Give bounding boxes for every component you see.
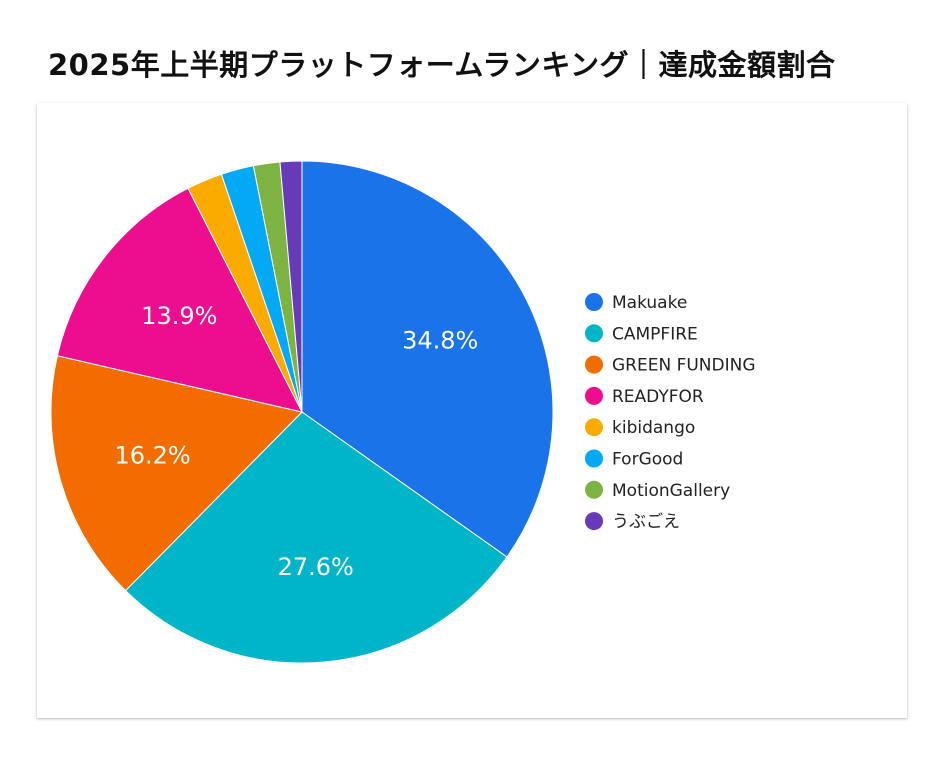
legend-marker-4 <box>585 418 603 437</box>
chart-card: 34.8% 27.6% 16.2% 13.9% Makuake CAMPFIRE GREE… <box>37 103 907 718</box>
pie-slice-labels: 34.8% 27.6% 16.2% 13.9% <box>114 302 478 581</box>
legend-label-2[interactable]: GREEN FUNDING <box>612 356 756 376</box>
pie-slice-1[interactable] <box>124 411 508 664</box>
legend-label-6[interactable]: MotionGallery <box>612 481 730 501</box>
pie-chart: 34.8% 27.6% 16.2% 13.9% Makuake CAMPFIRE GREE… <box>50 160 756 664</box>
slice-label-1: 27.6% <box>278 553 354 581</box>
legend-label-4[interactable]: kibidango <box>612 418 695 438</box>
pie-slice-2[interactable] <box>50 355 303 592</box>
legend-marker-0 <box>585 293 603 311</box>
legend-marker-3 <box>585 386 603 405</box>
legend-label-7[interactable]: うぶごえ <box>612 512 680 532</box>
legend: Makuake CAMPFIRE GREEN FUNDING READYFOR kibi… <box>585 293 756 532</box>
legend-marker-2 <box>585 355 603 374</box>
page-title: 2025年上半期プラットフォームランキング｜達成金額割合 <box>48 48 836 82</box>
pie-slice-0[interactable] <box>301 160 554 558</box>
legend-label-0[interactable]: Makuake <box>612 293 687 313</box>
pie-slice-3[interactable] <box>56 187 303 413</box>
slice-label-0: 34.8% <box>402 327 478 355</box>
pie-slices <box>50 160 554 664</box>
legend-marker-1 <box>585 324 603 343</box>
legend-marker-5 <box>585 449 603 468</box>
slice-label-3: 13.9% <box>141 302 217 330</box>
legend-marker-7 <box>585 512 603 531</box>
legend-label-5[interactable]: ForGood <box>612 450 683 470</box>
legend-label-1[interactable]: CAMPFIRE <box>612 324 698 344</box>
slice-label-2: 16.2% <box>114 441 190 469</box>
pie-slice-7[interactable] <box>279 160 303 413</box>
legend-marker-6 <box>585 480 603 499</box>
legend-label-3[interactable]: READYFOR <box>612 387 704 407</box>
